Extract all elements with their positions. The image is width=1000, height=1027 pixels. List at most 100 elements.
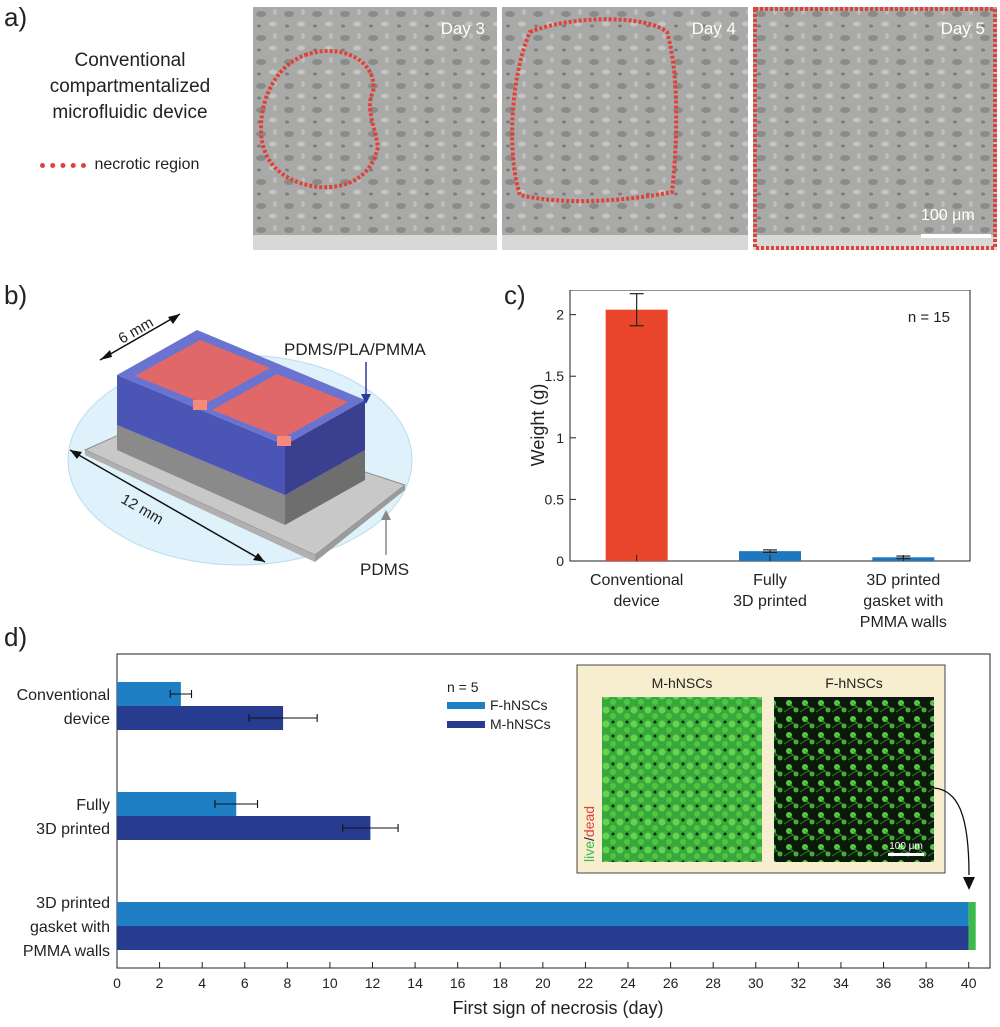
description-line-3: microfluidic device [52,102,208,123]
chart-d-xtick-label: 24 [620,975,636,991]
inset-image-f-hnsc [774,697,934,862]
chart-d-xtick-label: 28 [705,975,721,991]
panel-a-label: a) [4,2,28,32]
day-label: Day 4 [691,19,736,38]
chart-d-bar [117,926,969,950]
chart-d-category-label: gasket with [30,919,110,936]
chart-d-xtick-label: 16 [450,975,466,991]
necrotic-outline [510,17,679,204]
chart-d-xtick-label: 0 [113,975,121,991]
chart-c-ytick-label: 2 [556,307,564,323]
description-line-1: Conventional [74,50,186,71]
day-label: Day 5 [940,19,985,38]
chart-d-xtick-label: 12 [365,975,381,991]
chart-c-ytick-label: 0 [556,553,564,569]
day-label: Day 3 [440,19,485,38]
legend-label-m-hnsc: M-hNSCs [490,716,551,732]
chart-d-xtick-label: 2 [156,975,164,991]
chart-c-ylabel: Weight (g) [528,384,548,467]
legend-swatch-m-hnsc [447,721,485,728]
chart-c-bar [605,309,668,561]
panel-a-description: Conventional compartmentalized microflui… [30,48,230,126]
chart-d-xtick-label: 32 [791,975,807,991]
chart-d-xtick-label: 10 [322,975,338,991]
device-front-wall [117,375,285,495]
inset-side-sep: / [581,837,597,841]
chart-d-xtick-label: 38 [918,975,934,991]
panel-b-label: b) [4,280,28,310]
micrograph-texture [502,7,748,250]
chart-d-xtick-label: 14 [407,975,423,991]
necrotic-legend-swatch [40,162,86,168]
chart-d-xtick-label: 20 [535,975,551,991]
inset-scale-bar [888,853,924,856]
necrotic-legend-label: necrotic region [94,156,200,173]
dim-arrow-12mm [69,449,266,563]
scale-bar [921,234,991,238]
necrotic-outline [753,7,997,250]
chart-c-annotation: n = 15 [908,309,950,326]
chart-c-ytick-label: 1.5 [545,368,565,384]
chart-d-category-label: Fully [76,797,110,814]
inset-image-m-hnsc [602,697,762,862]
inset-pointer-arrow [933,787,970,876]
micrograph-day-4: Day 4 [502,7,748,250]
chart-d-category-label: PMMA walls [23,943,110,960]
chart-d-xtick-label: 6 [241,975,249,991]
chart-d-xtick-label: 40 [961,975,977,991]
chart-weight: Weight (g) n = 15 0 0.5 1 1.5 2 Conventional d… [528,290,971,631]
chart-c-ytick-label: 0.5 [545,491,565,507]
inset-title-f-hnsc: F-hNSCs [825,675,883,691]
device-side-wall [285,400,365,495]
chart-d-xlabel: First sign of necrosis (day) [452,998,663,1018]
legend-label-f-hnsc: F-hNSCs [490,697,548,713]
chart-d-category-label: Conventional [17,687,110,704]
description-line-2: compartmentalized [49,76,211,97]
chart-d-annotation: n = 5 [447,679,479,695]
chart-d-category-label: device [64,711,110,728]
micrograph-day-3: Day 3 [253,7,497,250]
legend-swatch-f-hnsc [447,702,485,709]
chart-d-xtick-label: 34 [833,975,849,991]
dim-arrow-6mm [99,313,181,361]
top-material-label: PDMS/PLA/PMMA [284,340,426,359]
micrograph-day-5: Day 5 100 μm [753,7,997,250]
chamber-left [135,340,270,404]
necrotic-legend: necrotic region [40,156,199,178]
chart-c-ytick-label: 1 [556,430,564,446]
chart-d-bar [117,902,969,926]
chart-d-category-label: 3D printed [36,821,110,838]
chart-c-category-label: Conventional [590,572,683,589]
panel-d-label: d) [4,622,28,652]
chart-d-xtick-label: 36 [876,975,892,991]
chart-d-xtick-label: 18 [492,975,508,991]
chart-c-category-label: device [614,593,660,610]
chart-d-xtick-label: 4 [198,975,206,991]
chart-d-live-marker [968,902,976,950]
base-material-label: PDMS [360,560,409,579]
chart-d-category-label: 3D printed [36,895,110,912]
pdms-layer-front [117,425,285,525]
chart-d-xtick-label: 22 [578,975,594,991]
chart-c-category-label: 3D printed [866,572,940,589]
chart-c-category-label: 3D printed [733,593,807,610]
chart-d-xtick-label: 26 [663,975,679,991]
panel-c-label: c) [504,280,526,310]
inset-side-dead: dead [581,806,597,837]
inset-side-label: live/dead [581,806,597,862]
chart-c-category-label: PMMA walls [860,614,947,631]
pdms-layer-side [285,450,365,525]
dim-label-6mm: 6 mm [116,314,157,347]
device-schematic: 6 mm 12 mm PDMS/PLA/PMMA PDMS [67,313,426,579]
micrograph-texture [753,7,997,250]
chart-c-category-label: Fully [753,572,787,589]
micrograph-texture [253,7,497,250]
scale-bar-label: 100 μm [921,207,975,224]
chart-d-bar [117,816,371,840]
chart-d-xtick-label: 8 [283,975,291,991]
chart-c-category-label: gasket with [863,593,943,610]
chart-d-xtick-label: 30 [748,975,764,991]
inset-side-live: live [581,841,597,862]
inset-title-m-hnsc: M-hNSCs [652,675,713,691]
necrotic-outline [258,49,381,190]
